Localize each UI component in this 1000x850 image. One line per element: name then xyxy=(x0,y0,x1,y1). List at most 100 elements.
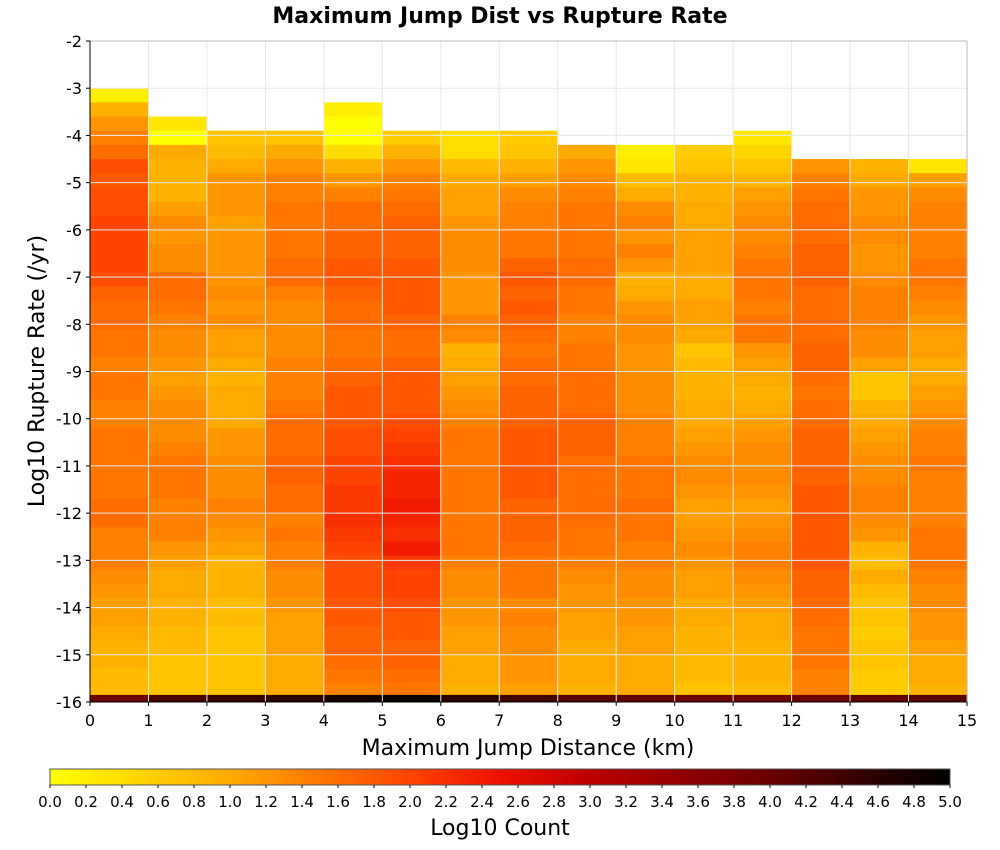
x-tick-label: 5 xyxy=(377,711,387,730)
colorbar-tick-label: 1.2 xyxy=(254,793,278,811)
heatmap-cell xyxy=(850,314,910,330)
heatmap-cell xyxy=(557,300,617,316)
heatmap-cell xyxy=(499,470,559,486)
heatmap-cell xyxy=(499,229,559,245)
heatmap-cell xyxy=(265,626,325,642)
heatmap-cell xyxy=(148,683,208,696)
heatmap-cell xyxy=(908,683,968,696)
heatmap-cell xyxy=(323,144,383,160)
heatmap-cell-bottom xyxy=(265,694,325,702)
heatmap-cell xyxy=(733,612,793,628)
heatmap-cell xyxy=(265,399,325,415)
heatmap-cell xyxy=(148,668,208,684)
heatmap-cell xyxy=(206,201,266,217)
heatmap-cell xyxy=(90,612,150,628)
heatmap-cell xyxy=(90,286,150,302)
y-tick-label: -15 xyxy=(56,646,82,665)
heatmap-cell xyxy=(440,286,500,302)
heatmap-cell xyxy=(265,173,325,188)
heatmap-cell xyxy=(908,598,968,613)
heatmap-cell xyxy=(323,343,383,358)
heatmap-cell xyxy=(908,413,968,429)
heatmap-cell xyxy=(616,541,676,557)
heatmap-cell xyxy=(674,555,734,571)
heatmap-cell xyxy=(791,159,851,174)
heatmap-cell xyxy=(850,513,910,528)
heatmap-cell xyxy=(265,612,325,628)
heatmap-cell xyxy=(148,144,208,160)
heatmap-cell xyxy=(850,229,910,245)
heatmap-cell xyxy=(616,314,676,330)
heatmap-cell xyxy=(557,442,617,458)
heatmap-cell xyxy=(674,668,734,684)
heatmap-cell xyxy=(733,329,793,344)
heatmap-cell xyxy=(908,399,968,415)
heatmap-cell xyxy=(557,144,617,160)
heatmap-cell xyxy=(499,413,559,429)
heatmap-cell xyxy=(148,159,208,174)
heatmap-cell xyxy=(148,385,208,401)
colorbar-tick-label: 2.0 xyxy=(398,793,422,811)
heatmap-cell xyxy=(90,413,150,429)
heatmap-cell xyxy=(616,187,676,203)
heatmap-cell xyxy=(440,300,500,316)
heatmap-cell xyxy=(674,569,734,585)
heatmap-cell xyxy=(674,229,734,245)
heatmap-cell xyxy=(148,541,208,557)
heatmap-cell xyxy=(791,385,851,401)
heatmap-cell xyxy=(206,541,266,557)
heatmap-cell xyxy=(206,513,266,528)
heatmap-cell xyxy=(850,413,910,429)
heatmap-cell xyxy=(499,598,559,613)
heatmap-cell xyxy=(382,555,442,571)
y-tick-label: -13 xyxy=(56,551,82,570)
heatmap-cell xyxy=(908,258,968,273)
heatmap-cell xyxy=(148,314,208,330)
heatmap-cell xyxy=(440,626,500,642)
heatmap-cell xyxy=(265,244,325,259)
heatmap-cell xyxy=(499,385,559,401)
heatmap-cell xyxy=(323,173,383,188)
heatmap-cell xyxy=(733,456,793,472)
heatmap-cell xyxy=(90,428,150,443)
heatmap-cell xyxy=(674,371,734,387)
heatmap-cell xyxy=(206,385,266,401)
heatmap-cell xyxy=(908,513,968,528)
heatmap-cell xyxy=(323,527,383,543)
heatmap-cell xyxy=(90,173,150,188)
heatmap-cell-bottom xyxy=(148,694,208,702)
heatmap-cell xyxy=(791,654,851,670)
heatmap-cell xyxy=(733,598,793,613)
heatmap-cell xyxy=(616,612,676,628)
heatmap-cell xyxy=(791,201,851,217)
heatmap-cell xyxy=(674,456,734,472)
heatmap-cell xyxy=(148,300,208,316)
heatmap-cell xyxy=(733,668,793,684)
heatmap-cell xyxy=(733,513,793,528)
heatmap-cell xyxy=(440,654,500,670)
heatmap-cell xyxy=(382,470,442,486)
heatmap-cell xyxy=(616,470,676,486)
heatmap-cell xyxy=(440,598,500,613)
heatmap-cell xyxy=(791,456,851,472)
heatmap-cell xyxy=(499,640,559,656)
heatmap-cell xyxy=(674,300,734,316)
heatmap-cell xyxy=(791,399,851,415)
heatmap-cell xyxy=(908,229,968,245)
heatmap-cell xyxy=(382,612,442,628)
heatmap-cell xyxy=(908,159,968,174)
heatmap-cell xyxy=(499,668,559,684)
heatmap-cell xyxy=(382,215,442,231)
heatmap-cell xyxy=(206,683,266,696)
x-tick-label: 3 xyxy=(260,711,270,730)
heatmap-cell xyxy=(499,428,559,443)
heatmap-cell xyxy=(440,159,500,174)
heatmap-cell xyxy=(382,428,442,443)
heatmap-cell xyxy=(90,598,150,613)
heatmap-cell xyxy=(850,244,910,259)
heatmap-cell xyxy=(382,527,442,543)
heatmap-cell xyxy=(791,668,851,684)
heatmap-cell xyxy=(499,612,559,628)
heatmap-cell xyxy=(499,357,559,373)
heatmap-cell xyxy=(674,470,734,486)
